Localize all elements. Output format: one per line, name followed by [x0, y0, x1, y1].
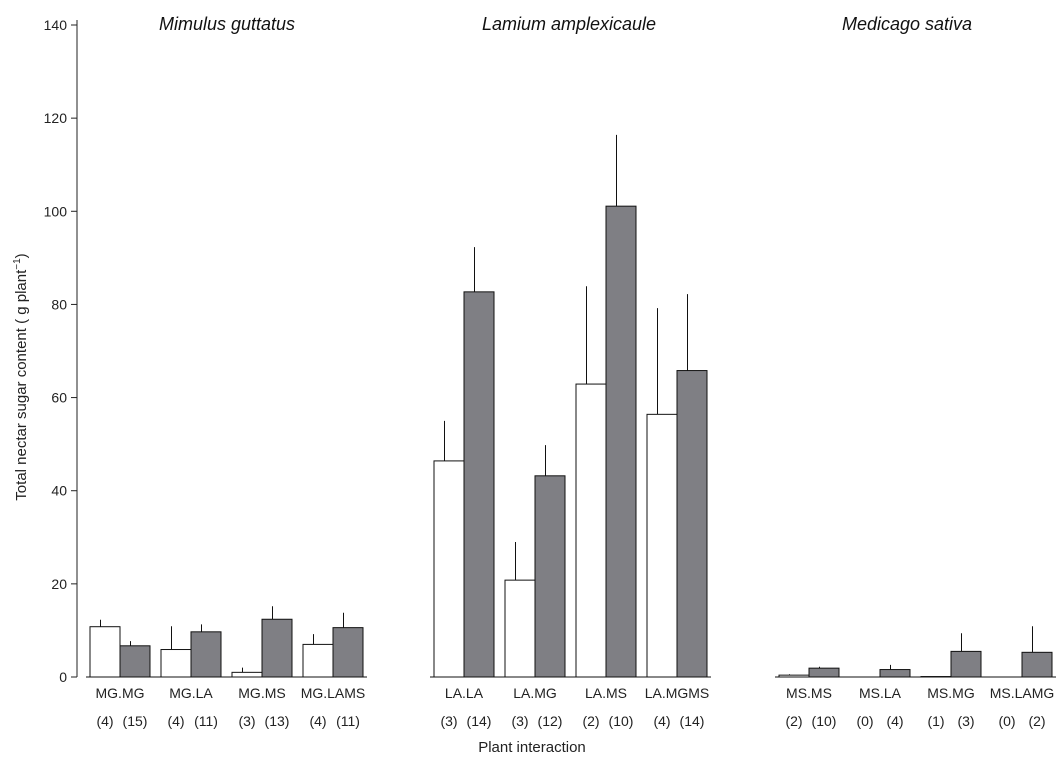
category-label: MS.LA	[859, 685, 902, 701]
sample-size-label: (15)	[123, 713, 148, 729]
sample-size-label: (0)	[856, 713, 873, 729]
category-label: LA.MGMS	[645, 685, 710, 701]
y-tick-label: 0	[59, 669, 67, 685]
bar-white	[160, 649, 192, 678]
sample-size-label: (2)	[582, 713, 599, 729]
category-label: MG.LA	[169, 685, 213, 701]
bar-grey	[463, 291, 495, 678]
category-label: MG.MG	[96, 685, 145, 701]
category-label: MG.LAMS	[301, 685, 366, 701]
sample-size-label: (2)	[785, 713, 802, 729]
y-tick-label: 140	[44, 17, 68, 33]
sample-size-label: (10)	[812, 713, 837, 729]
sample-size-label: (0)	[998, 713, 1015, 729]
sample-size-label: (4)	[167, 713, 184, 729]
sample-size-label: (12)	[538, 713, 563, 729]
y-tick-label: 60	[51, 390, 67, 406]
y-tick-label: 40	[51, 483, 67, 499]
labels-layer: Mimulus guttatus (4) (15) MG.MG (4) (11) MG.LA…	[96, 14, 1055, 729]
bar-grey	[119, 645, 151, 678]
sample-size-label: (3)	[957, 713, 974, 729]
bar-white	[433, 460, 465, 678]
bar-grey	[879, 669, 911, 678]
category-label: LA.MS	[585, 685, 627, 701]
category-label: MS.LAMG	[990, 685, 1055, 701]
sample-size-label: (11)	[336, 713, 360, 729]
bar-grey	[808, 667, 840, 678]
bar-white	[231, 671, 263, 678]
bar-grey	[332, 627, 364, 678]
category-label: LA.LA	[445, 685, 484, 701]
sample-size-label: (3)	[238, 713, 255, 729]
bar-white	[89, 626, 121, 678]
bar-white	[575, 383, 607, 678]
y-tick-label: 80	[51, 296, 67, 312]
category-label: LA.MG	[513, 685, 557, 701]
bar-white	[504, 579, 536, 678]
bar-grey	[950, 650, 982, 678]
category-label: MG.MS	[238, 685, 285, 701]
bar-grey	[261, 618, 293, 678]
sample-size-label: (4)	[653, 713, 670, 729]
bar-white	[646, 413, 678, 678]
group-title: Medicago sativa	[842, 14, 972, 34]
category-label: MS.MS	[786, 685, 832, 701]
sample-size-label: (11)	[194, 713, 218, 729]
sample-size-label: (14)	[467, 713, 492, 729]
bar-grey	[534, 475, 566, 678]
y-tick-label: 20	[51, 576, 67, 592]
bar-grey	[1021, 651, 1053, 678]
sample-size-label: (4)	[886, 713, 903, 729]
bar-grey	[605, 205, 637, 678]
bars-layer	[89, 134, 1053, 678]
bar-grey	[676, 370, 708, 678]
sample-size-label: (1)	[927, 713, 944, 729]
sample-size-label: (3)	[440, 713, 457, 729]
sample-size-label: (4)	[309, 713, 326, 729]
y-tick-label: 100	[44, 203, 68, 219]
bar-white	[778, 674, 810, 678]
sample-size-label: (14)	[680, 713, 705, 729]
category-label: MS.MG	[927, 685, 974, 701]
sample-size-label: (3)	[511, 713, 528, 729]
sample-size-label: (2)	[1028, 713, 1045, 729]
bar-grey	[190, 631, 222, 678]
group-title: Mimulus guttatus	[159, 14, 295, 34]
group-title: Lamium amplexicaule	[482, 14, 656, 34]
y-axis-title: Total nectar sugar content ( g plant−1)	[12, 253, 30, 500]
sample-size-label: (4)	[96, 713, 113, 729]
y-tick-label: 120	[44, 110, 68, 126]
sample-size-label: (13)	[265, 713, 290, 729]
sample-size-label: (10)	[609, 713, 634, 729]
bar-white	[302, 643, 334, 678]
x-axis-title: Plant interaction	[478, 739, 586, 756]
